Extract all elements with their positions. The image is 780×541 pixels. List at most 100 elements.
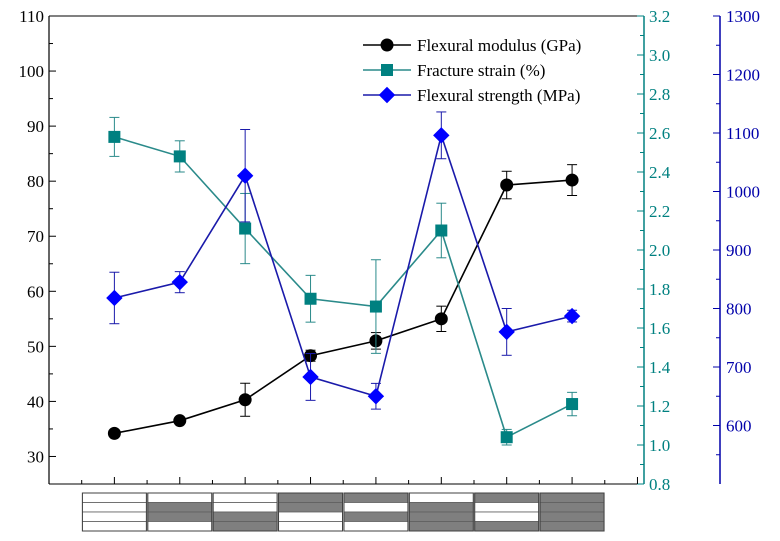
layup-layer-white <box>408 492 474 503</box>
layup-layer-white <box>278 511 343 522</box>
flexural-strength-axis: 600 700 800 900 1000 1100 1200 1300 <box>713 7 760 484</box>
fracture-strain-tick-label: 2.0 <box>649 241 670 260</box>
left-tick-label: 60 <box>27 282 44 301</box>
layup-layer-white <box>81 511 147 522</box>
data-point <box>435 224 448 237</box>
left-tick-label: 50 <box>27 337 44 356</box>
layup-icon <box>212 492 278 532</box>
data-point <box>433 127 450 144</box>
layup-layer-gray <box>343 511 409 522</box>
series-0 <box>107 164 579 440</box>
left-axis: 30 40 50 60 70 80 90 100 110 <box>19 7 56 485</box>
series-2 <box>106 111 581 410</box>
flexural-strength-tick-label: 600 <box>726 417 752 436</box>
data-point <box>173 150 186 163</box>
flexural-strength-tick-label: 1000 <box>726 183 760 202</box>
layup-outline <box>278 492 344 532</box>
legend-label: Fracture strain (%) <box>417 61 545 80</box>
x-axis <box>48 477 638 532</box>
fracture-strain-tick-label: 3.2 <box>649 7 670 26</box>
series-line <box>114 179 573 435</box>
flexural-strength-tick-label: 900 <box>726 241 752 260</box>
data-point <box>239 222 252 235</box>
layup-icon <box>278 492 344 532</box>
data-point <box>302 368 319 386</box>
data-point <box>369 300 382 313</box>
flexural-strength-tick-label: 1100 <box>726 124 759 143</box>
layup-layer-gray <box>147 502 213 513</box>
layup-layer-white <box>212 502 278 513</box>
series-line <box>114 132 573 398</box>
fracture-strain-tick-label: 2.8 <box>649 85 670 104</box>
layup-layer-gray <box>278 492 343 503</box>
fracture-strain-axis: 0.8 1.0 1.2 1.4 1.6 1.8 2.0 2.2 2.4 2.6 2.8 3.0 3.2 <box>637 7 671 494</box>
layup-layer-white <box>474 511 540 522</box>
layup-layer-white <box>212 492 278 503</box>
fracture-strain-tick-label: 1.8 <box>649 280 670 299</box>
data-point <box>108 130 121 143</box>
layup-layer-white <box>343 502 409 513</box>
layup-layer-white <box>474 502 540 513</box>
layup-layer-gray <box>212 521 278 532</box>
left-tick-label: 110 <box>19 7 44 26</box>
legend-marker <box>381 64 393 76</box>
flexural-strength-tick-label: 1200 <box>726 66 760 85</box>
fracture-strain-tick-label: 2.4 <box>649 163 671 182</box>
layup-layer-gray <box>539 511 605 522</box>
layup-outline <box>212 492 278 532</box>
layup-layer-white <box>81 492 147 503</box>
legend-marker <box>378 86 396 104</box>
layup-outline <box>408 492 474 532</box>
data-point <box>566 398 579 411</box>
data-point <box>236 167 254 184</box>
fracture-strain-tick-label: 3.0 <box>649 46 670 65</box>
legend-label: Flexural strength (MPa) <box>417 86 580 105</box>
fracture-strain-tick-label: 2.2 <box>649 202 670 221</box>
layup-icon <box>147 492 213 532</box>
layup-layer-gray <box>408 511 474 522</box>
data-point <box>107 426 121 440</box>
data-point <box>500 178 514 192</box>
data-point <box>367 388 385 405</box>
left-tick-label: 80 <box>27 172 44 191</box>
legend: Flexural modulus (GPa) Fracture strain (%… <box>363 36 581 105</box>
data-point <box>173 414 187 428</box>
left-tick-label: 100 <box>19 62 45 81</box>
data-point <box>565 173 579 187</box>
layup-layer-gray <box>147 511 213 522</box>
layup-outline <box>147 492 213 532</box>
fracture-strain-tick-label: 1.4 <box>649 358 671 377</box>
left-tick-label: 90 <box>27 117 44 136</box>
layup-layer-white <box>147 521 213 532</box>
left-tick-label: 30 <box>27 447 44 466</box>
layup-icon <box>539 492 605 532</box>
data-point <box>498 323 515 341</box>
data-point <box>171 273 188 291</box>
layup-layer-gray <box>212 511 278 522</box>
layup-layer-gray <box>474 521 540 532</box>
data-point <box>238 393 252 407</box>
fracture-strain-tick-label: 1.2 <box>649 397 670 416</box>
layup-layer-gray <box>539 521 605 532</box>
layup-layer-gray <box>474 492 540 503</box>
layup-outline <box>474 492 540 532</box>
series-layer <box>106 111 581 446</box>
layup-layer-white <box>343 521 409 532</box>
left-tick-label: 70 <box>27 227 44 246</box>
layup-layer-white <box>278 521 343 532</box>
fracture-strain-tick-label: 1.0 <box>649 436 670 455</box>
layup-icon <box>343 492 409 532</box>
layup-layer-white <box>81 521 147 532</box>
layup-icon <box>81 492 147 532</box>
data-point <box>500 431 513 444</box>
layup-outline <box>343 492 409 532</box>
layup-layer-white <box>147 492 213 503</box>
data-point <box>106 289 123 307</box>
legend-marker <box>380 38 394 52</box>
legend-label: Flexural modulus (GPa) <box>417 36 581 55</box>
layup-outline <box>81 492 147 532</box>
flexural-strength-tick-label: 1300 <box>726 7 760 26</box>
layup-layer-white <box>81 502 147 513</box>
series-1 <box>108 116 579 446</box>
